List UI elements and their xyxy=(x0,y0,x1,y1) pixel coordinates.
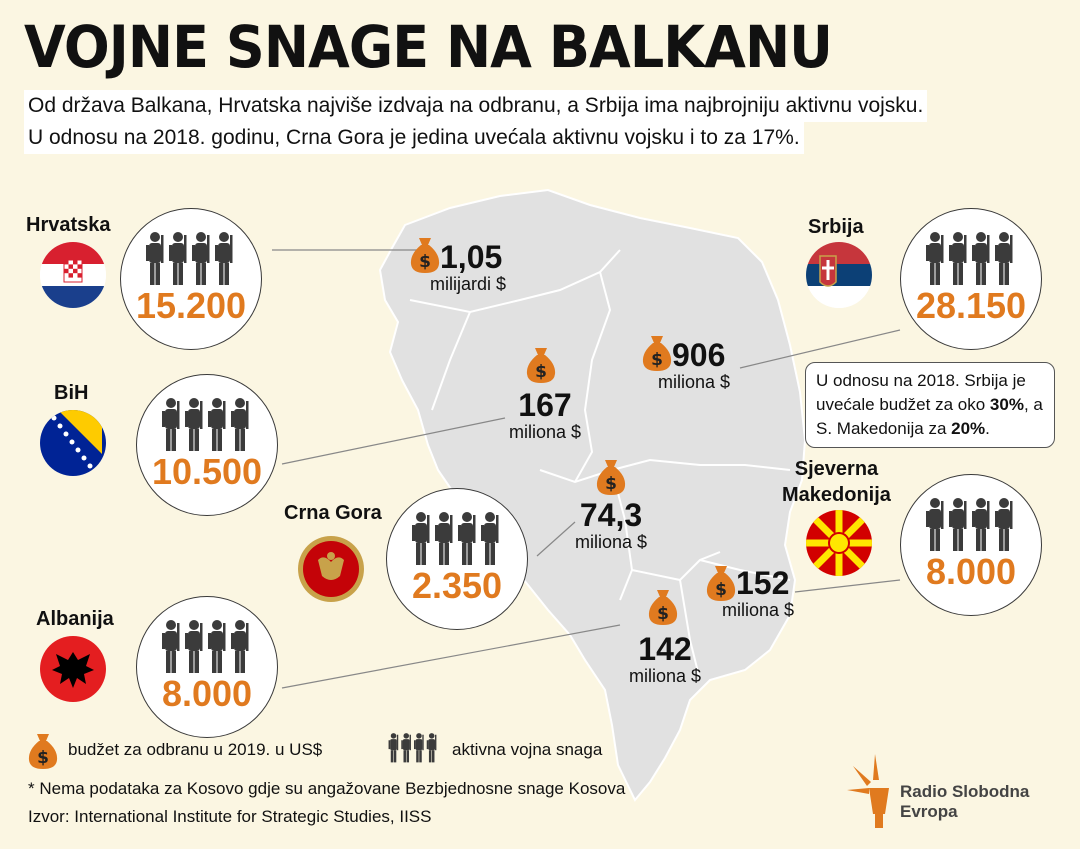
north-macedonia-flag xyxy=(806,510,872,576)
troops-value: 2.350 xyxy=(411,565,503,606)
budget-unit: miliona $ xyxy=(508,422,582,442)
money-bag-icon xyxy=(706,566,736,601)
note-bold-2: 20% xyxy=(951,419,986,438)
budget-unit: miliona $ xyxy=(574,532,648,552)
soldiers-icon xyxy=(388,733,437,763)
note-text-2: , a S. Makedonija za xyxy=(816,395,1043,438)
troops-circle-srbija: 28.150 xyxy=(900,208,1042,350)
country-name-crna-gora: Crna Gora xyxy=(284,502,382,524)
bih-flag xyxy=(40,410,106,476)
soldiers-icon xyxy=(412,512,499,565)
budget-srbija: 906 miliona $ xyxy=(658,337,730,392)
budget-value: 74,3 xyxy=(579,497,643,533)
money-bag-icon xyxy=(642,336,672,371)
montenegro-flag xyxy=(298,536,364,602)
soldiers-icon xyxy=(146,232,233,285)
country-name-bih: BiH xyxy=(54,382,89,404)
country-name-sjeverna-makedonija: Sjeverna Makedonija xyxy=(782,456,891,508)
subtitle-line-2: U odnosu na 2018. godinu, Crna Gora je j… xyxy=(24,122,804,154)
budget-bih: 167 miliona $ xyxy=(490,388,600,442)
troops-circle-albanija: 8.000 xyxy=(136,596,278,738)
budget-value: 906 xyxy=(672,337,726,373)
budget-albanija: 142 miliona $ xyxy=(610,632,720,686)
rse-logo xyxy=(847,754,889,828)
footnote-source: Izvor: International Institute for Strat… xyxy=(28,807,432,826)
serbia-flag xyxy=(806,242,872,308)
map-landmass xyxy=(378,188,807,802)
soldiers-icon xyxy=(162,398,249,451)
troops-circle-crna-gora: 2.350 xyxy=(386,488,528,630)
logo-text: Radio Slobodna Evropa xyxy=(900,782,1029,822)
note-text-1: U odnosu na 2018. Srbija je uvećale budž… xyxy=(816,371,1026,414)
legend-budget-label: budžet za odbranu u 2019. u US$ xyxy=(68,740,323,759)
footnote-kosovo: * Nema podataka za Kosovo gdje su angažo… xyxy=(28,779,626,798)
troops-circle-sjeverna-makedonija: 8.000 xyxy=(900,474,1042,616)
budget-unit: miliona $ xyxy=(658,372,731,392)
legend-troops-label: aktivna vojna snaga xyxy=(452,740,603,759)
note-bold-1: 30% xyxy=(989,395,1024,414)
money-bag-icon xyxy=(648,590,678,625)
logo-line-1: Radio Slobodna xyxy=(900,782,1030,801)
page-title: VOJNE SNAGE NA BALKANU xyxy=(24,13,833,81)
budget-value: 152 xyxy=(736,565,790,601)
troops-value: 15.200 xyxy=(135,285,247,326)
budget-unit: miliona $ xyxy=(722,600,795,620)
budget-change-note: U odnosu na 2018. Srbija je uvećale budž… xyxy=(805,362,1055,448)
subtitle-line-1: Od država Balkana, Hrvatska najviše izdv… xyxy=(24,90,928,122)
soldiers-icon xyxy=(926,498,1013,551)
budget-value: 142 xyxy=(638,631,692,667)
money-bag-icon xyxy=(28,734,58,769)
budget-crna-gora: 74,3 miliona $ xyxy=(556,498,666,552)
troops-value: 8.000 xyxy=(161,673,253,714)
croatia-flag xyxy=(40,242,106,308)
page-subtitle: Od država Balkana, Hrvatska najviše izdv… xyxy=(24,90,928,154)
note-text-3: . xyxy=(985,419,990,438)
albania-flag xyxy=(40,636,106,702)
troops-circle-bih: 10.500 xyxy=(136,374,278,516)
country-name-srbija: Srbija xyxy=(808,216,864,238)
soldiers-icon xyxy=(162,620,249,673)
logo-line-2: Evropa xyxy=(900,802,958,821)
country-name-albanija: Albanija xyxy=(36,608,114,630)
troops-value: 28.150 xyxy=(915,285,1027,326)
soldiers-icon xyxy=(926,232,1013,285)
money-bag-icon xyxy=(596,460,626,495)
country-name-line-2: Makedonija xyxy=(782,484,891,506)
troops-value: 8.000 xyxy=(925,551,1017,592)
budget-sjeverna-makedonija: 152 miliona $ xyxy=(722,565,794,620)
budget-unit: milijardi $ xyxy=(430,274,507,294)
budget-value: 167 xyxy=(518,387,572,423)
troops-circle-hrvatska: 15.200 xyxy=(120,208,262,350)
money-bag-icon xyxy=(526,348,556,383)
budget-hrvatska: 1,05 milijardi $ xyxy=(430,239,506,294)
country-name-hrvatska: Hrvatska xyxy=(26,214,111,236)
country-name-line-1: Sjeverna xyxy=(794,458,879,480)
budget-unit: miliona $ xyxy=(628,666,702,686)
troops-value: 10.500 xyxy=(151,451,263,492)
budget-value: 1,05 xyxy=(440,239,503,275)
money-bag-icon xyxy=(410,238,440,273)
